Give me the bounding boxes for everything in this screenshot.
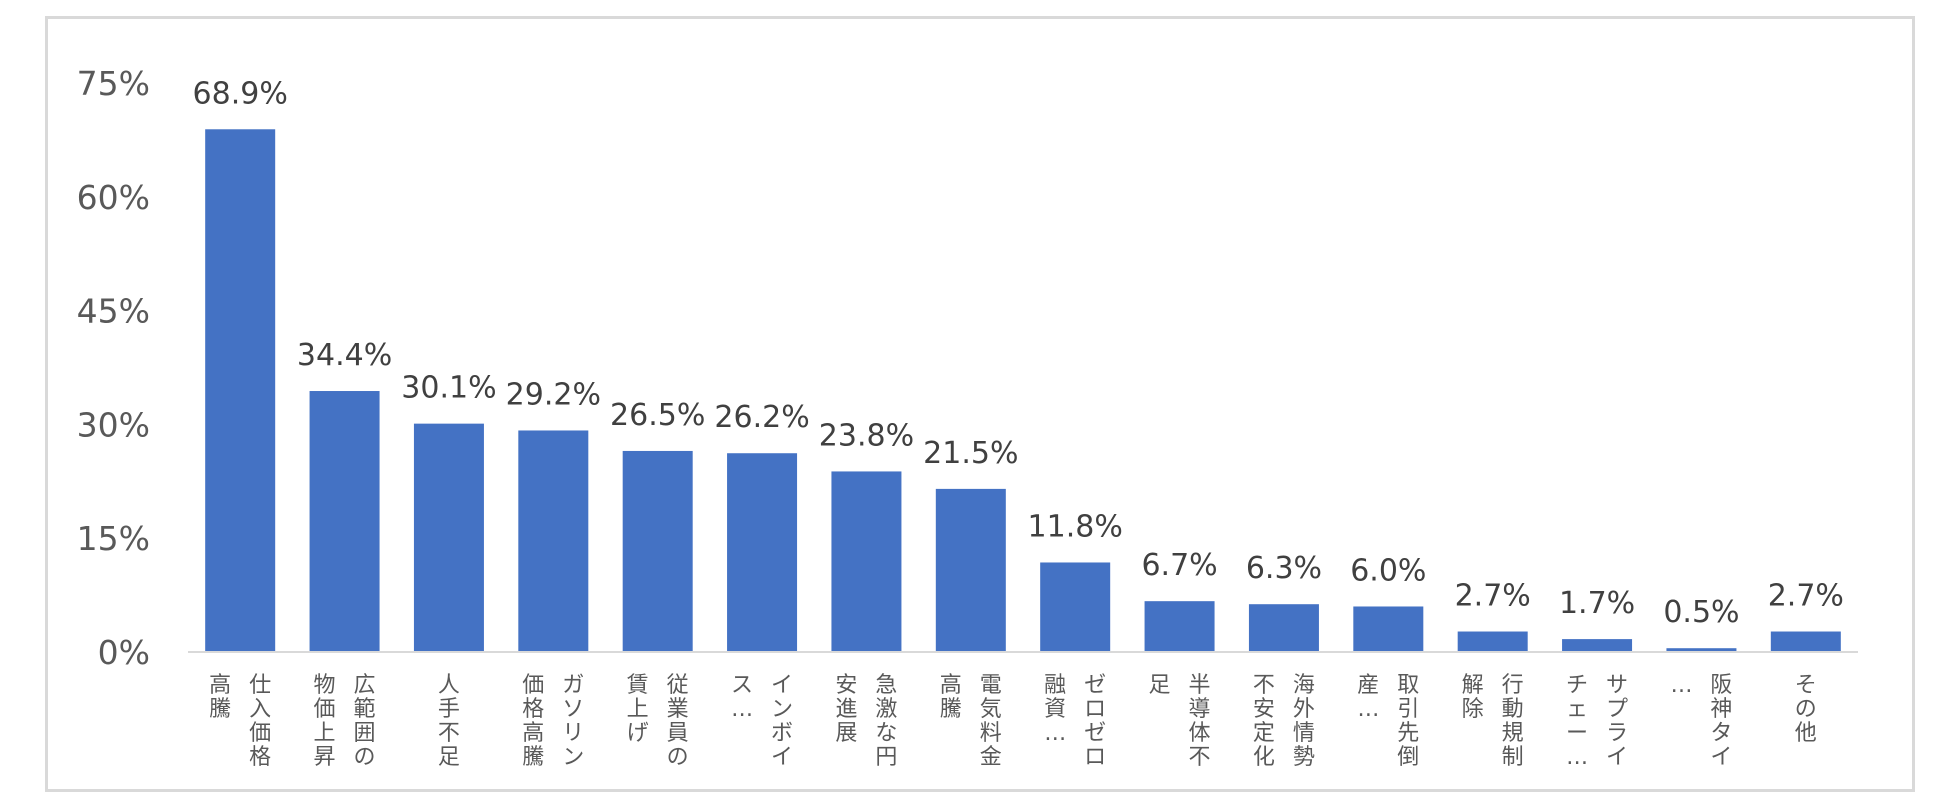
category-label: 半導体不足 xyxy=(1149,673,1211,770)
bar xyxy=(935,488,1006,652)
bar xyxy=(622,450,693,652)
bar xyxy=(1353,606,1424,652)
bar xyxy=(1457,631,1528,652)
data-label: 11.8% xyxy=(1028,509,1123,544)
data-label: 6.0% xyxy=(1350,553,1426,588)
data-label: 29.2% xyxy=(506,377,601,412)
category-label: その他 xyxy=(1795,673,1817,746)
y-tick-label: 0% xyxy=(98,633,150,672)
data-label: 68.9% xyxy=(193,76,288,111)
bar xyxy=(831,471,902,652)
data-label: 26.2% xyxy=(714,400,809,435)
bar xyxy=(518,430,589,652)
y-axis: 0% 15% 30% 45% 60% 75% xyxy=(77,64,150,672)
category-label: ガソリン価格高騰 xyxy=(522,673,584,770)
data-label: 34.4% xyxy=(297,338,392,373)
data-label: 21.5% xyxy=(923,436,1018,471)
category-label: 急激な円安進展 xyxy=(835,673,897,770)
y-tick-label: 45% xyxy=(77,292,150,331)
data-label: 2.7% xyxy=(1768,579,1844,614)
data-label: 2.7% xyxy=(1455,579,1531,614)
category-label: 行動規制解除 xyxy=(1462,673,1524,770)
category-label: サプライチェー… xyxy=(1566,673,1628,770)
y-tick-label: 30% xyxy=(77,405,150,444)
y-tick-label: 60% xyxy=(77,178,150,217)
category-label: 人手不足 xyxy=(438,673,460,770)
category-label: インボイス… xyxy=(731,673,793,770)
bar xyxy=(1040,562,1111,652)
category-label: ゼロゼロ融資… xyxy=(1044,673,1106,770)
category-label: 電気料金高騰 xyxy=(940,673,1002,770)
category-label: 海外情勢不安定化 xyxy=(1253,673,1315,770)
category-label: 仕入価格高騰 xyxy=(209,673,271,770)
data-label: 1.7% xyxy=(1559,586,1635,621)
category-label: 従業員の賃上げ xyxy=(627,673,689,770)
bar xyxy=(727,453,798,652)
category-label: 阪神タイ… xyxy=(1670,673,1732,770)
bar xyxy=(1562,639,1633,652)
data-label: 0.5% xyxy=(1663,595,1739,630)
data-label: 23.8% xyxy=(819,418,914,453)
data-label: 30.1% xyxy=(401,371,496,406)
bar xyxy=(205,129,276,652)
bar xyxy=(1248,604,1319,652)
category-label: 広範囲の物価上昇 xyxy=(314,673,376,770)
bars xyxy=(205,129,1841,652)
data-label: 26.5% xyxy=(610,398,705,433)
bar xyxy=(1770,631,1841,652)
bar xyxy=(1666,648,1737,652)
data-labels: 68.9% 34.4% 30.1% 29.2% 26.5% 26.2% 23.8% 21.5%… xyxy=(193,76,1844,630)
category-label: 取引先倒産… xyxy=(1357,673,1419,770)
bar xyxy=(413,423,484,652)
data-label: 6.7% xyxy=(1141,548,1217,583)
y-tick-label: 15% xyxy=(77,519,150,558)
y-tick-label: 75% xyxy=(77,64,150,103)
bar xyxy=(309,391,380,652)
data-label: 6.3% xyxy=(1246,551,1322,586)
bar xyxy=(1144,601,1215,652)
